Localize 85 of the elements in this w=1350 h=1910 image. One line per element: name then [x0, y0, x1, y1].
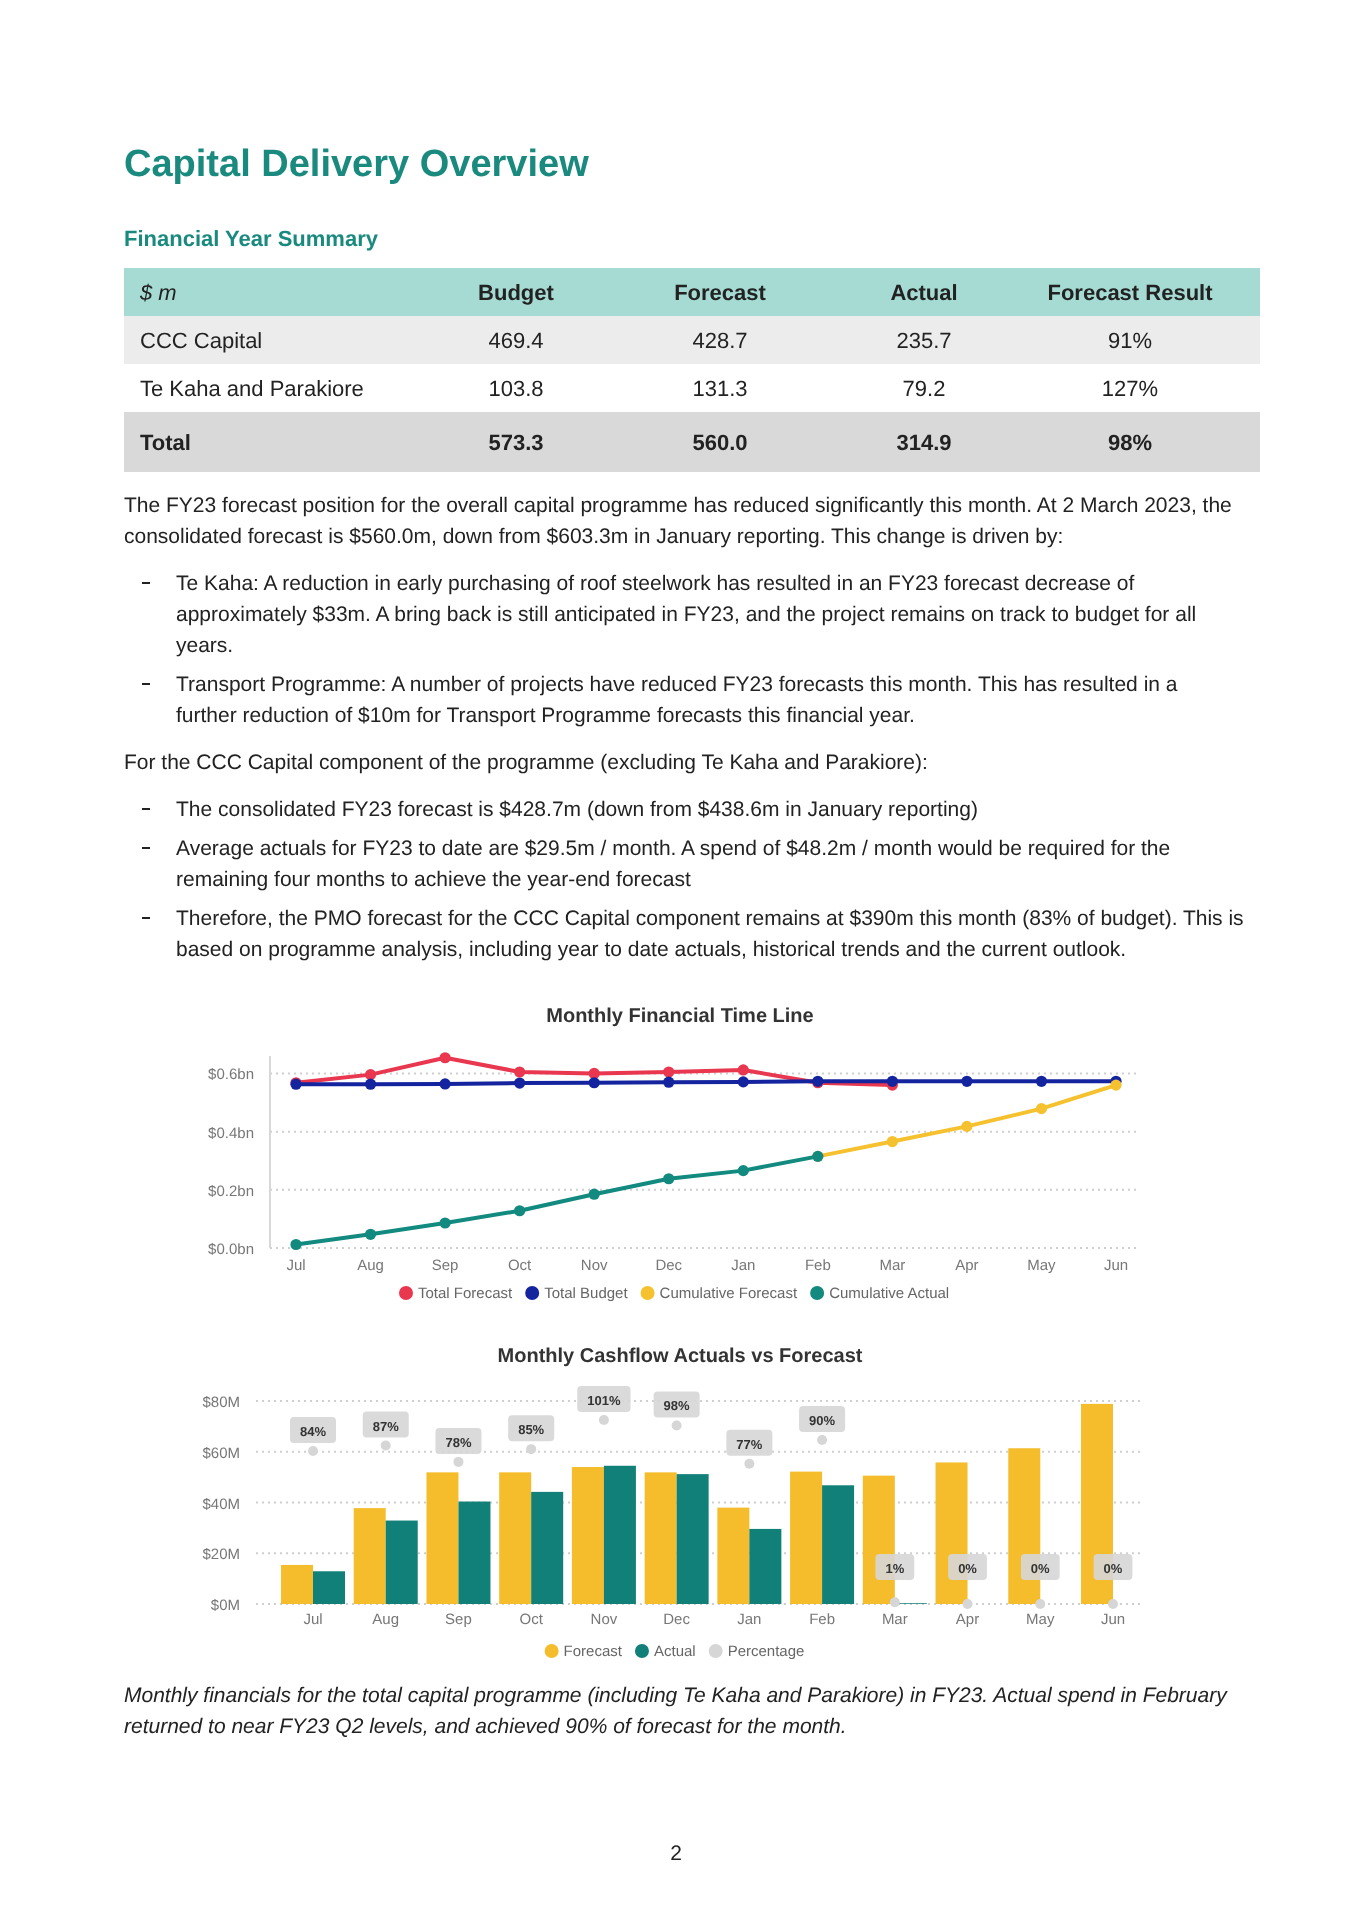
point — [588, 1077, 600, 1089]
point — [744, 1458, 755, 1469]
category-label: Budget — [478, 282, 555, 306]
point — [526, 1444, 537, 1455]
bar — [717, 1507, 750, 1604]
point — [439, 1078, 451, 1090]
point — [1108, 1599, 1118, 1609]
point — [598, 1415, 609, 1425]
point — [290, 1238, 302, 1251]
bar — [531, 1491, 564, 1604]
bar — [676, 1474, 709, 1604]
text: 127% — [1101, 378, 1159, 402]
chart-title: Monthly Cashflow Actuals vs Forecast — [497, 1346, 864, 1368]
text: 103.8 — [488, 378, 544, 402]
text: 573.3 — [488, 432, 544, 456]
text: Capital Delivery Overview — [124, 144, 590, 186]
point — [1035, 1103, 1048, 1115]
chart-title: Monthly Financial Time Line — [546, 1006, 815, 1028]
text: Average actuals for FY23 to date are $29.5m / month. A spend of $48.2m / month would be required for the remaining four months to achieve the year-end forecast — [176, 837, 1171, 892]
point — [889, 1597, 900, 1608]
point — [961, 1075, 973, 1087]
bar — [313, 1571, 345, 1604]
point — [439, 1217, 451, 1229]
text: The FY23 forecast position for the overall capital programme has reduced significantly this month. At 2 March 2023, the consolidated forecast is $560.0m, down from $603.3m in January reporting. This change is driven by: — [124, 494, 1233, 549]
point — [817, 1435, 828, 1446]
point — [514, 1077, 526, 1089]
point — [1035, 1599, 1046, 1609]
text: 469.4 — [488, 330, 544, 354]
point — [737, 1076, 749, 1088]
text: 98% — [1107, 432, 1153, 456]
bar — [499, 1472, 532, 1604]
point — [886, 1135, 898, 1148]
text: 235.7 — [896, 330, 952, 354]
bar — [644, 1472, 677, 1604]
point — [439, 1052, 451, 1064]
text: Transport Programme: A number of projects have reduced FY23 forecasts this month. This has resulted in a further reduction of $10m for Transport Programme forecasts this financial year. — [176, 673, 1178, 728]
point — [364, 1078, 377, 1090]
point — [308, 1445, 318, 1456]
bar — [385, 1520, 418, 1604]
point — [514, 1205, 526, 1217]
bar — [790, 1471, 823, 1604]
bar — [353, 1508, 386, 1604]
point — [364, 1228, 377, 1240]
text: 2 — [670, 1842, 683, 1866]
point — [663, 1066, 675, 1078]
bar — [749, 1528, 782, 1604]
bar — [822, 1485, 855, 1604]
text: 79.2 — [902, 378, 946, 402]
point — [364, 1069, 377, 1081]
text: 560.0 — [692, 432, 748, 456]
text: 428.7 — [692, 330, 748, 354]
category-label: CCC Capital — [140, 330, 263, 354]
text: Te Kaha: A reduction in early purchasing of roof steelwork has resulted in an FY23 forecast decrease of approximately $33m. A bring back is still anticipated in FY23, and the project remains on track to budget for all years. — [176, 572, 1197, 658]
point — [961, 1120, 973, 1132]
text: Therefore, the PMO forecast for the CCC Capital component remains at $390m this month (83% of budget). This is based on programme analysis, including year to date actuals, historical trends and the current outlook. — [176, 907, 1244, 962]
text: For the CCC Capital component of the programme (excluding Te Kaha and Parakiore): — [124, 751, 928, 775]
category-label: Te Kaha and Parakiore — [140, 378, 364, 402]
bar — [603, 1465, 636, 1604]
point — [588, 1188, 600, 1200]
point — [962, 1599, 973, 1609]
category-label: Forecast — [674, 282, 767, 306]
point — [737, 1064, 749, 1076]
text: Monthly financials for the total capital programme (including Te Kaha and Parakiore) in FY23. Actual spend in February returned to near FY23 Q2 levels, and achieved 90% of forecast for the month. — [124, 1684, 1229, 1739]
category-label: Actual — [890, 282, 958, 306]
point — [380, 1440, 391, 1451]
point — [1035, 1075, 1048, 1087]
bar — [281, 1564, 313, 1604]
point — [588, 1067, 600, 1080]
bar — [458, 1501, 491, 1604]
point — [663, 1076, 675, 1088]
point — [514, 1066, 526, 1078]
category-label: $ m — [138, 282, 177, 306]
bar — [426, 1472, 459, 1604]
category-label: Forecast Result — [1047, 282, 1214, 306]
category-label: Total — [140, 432, 191, 456]
point — [453, 1456, 464, 1467]
text: The consolidated FY23 forecast is $428.7m (down from $438.6m in January reporting) — [176, 798, 978, 822]
text: 91% — [1107, 330, 1153, 354]
point — [671, 1420, 682, 1431]
point — [663, 1173, 675, 1185]
text: 131.3 — [692, 378, 748, 402]
text: 314.9 — [896, 432, 952, 456]
point — [737, 1165, 749, 1177]
bar — [571, 1467, 604, 1604]
text: Financial Year Summary — [124, 228, 380, 252]
